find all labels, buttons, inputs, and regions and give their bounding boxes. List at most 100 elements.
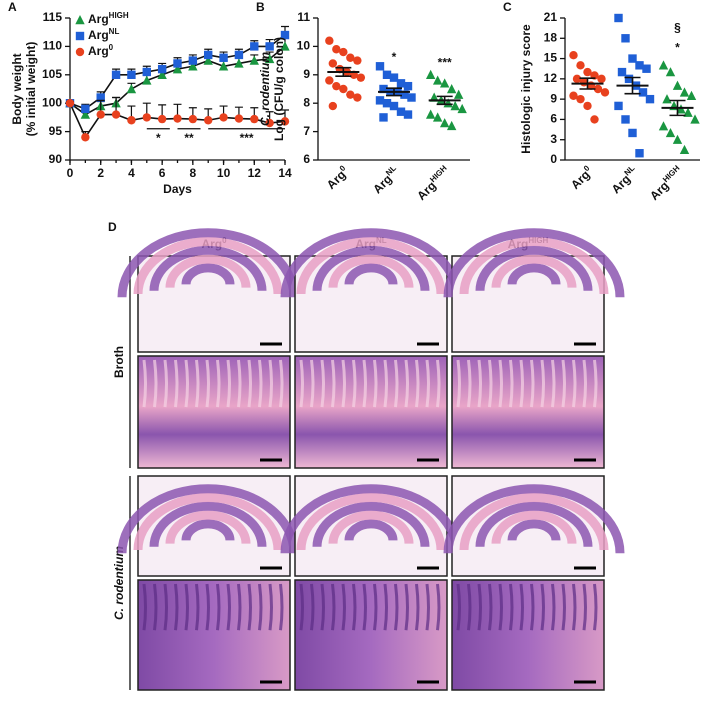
marker: [614, 13, 623, 23]
y-axis-label: Body weight: [10, 53, 24, 124]
marker: [250, 42, 259, 51]
legend-label: ArgHIGH: [88, 11, 129, 27]
marker: [439, 78, 450, 88]
y-tick-label: 15: [544, 51, 558, 65]
significance-label: ***: [438, 56, 452, 70]
legend-label-sup: NL: [109, 27, 120, 36]
x-tick-label: 8: [190, 166, 197, 180]
crypt: [279, 583, 284, 631]
crypt: [226, 583, 231, 631]
crypt: [383, 583, 388, 631]
crypt: [362, 583, 367, 631]
sem-bar: [579, 77, 596, 90]
marker: [379, 113, 388, 122]
legend-label-sup: 0: [109, 43, 114, 52]
tissue-fold: [117, 484, 299, 554]
marker: [375, 96, 385, 105]
x-tick-label: ArgNL: [369, 163, 402, 196]
crypt: [352, 359, 357, 408]
crypt: [530, 583, 535, 631]
crypt: [258, 359, 263, 408]
crypt: [331, 359, 336, 408]
tissue-fold: [117, 228, 299, 298]
tissue-fold: [312, 245, 430, 292]
x-tick-label: 14: [278, 166, 292, 180]
marker: [600, 88, 610, 97]
marker: [457, 103, 467, 114]
crypt: [320, 583, 325, 631]
image-bg: [451, 355, 605, 469]
crypt: [373, 359, 378, 408]
marker: [280, 117, 290, 126]
marker: [339, 84, 348, 94]
crypt: [519, 583, 524, 631]
marker: [204, 50, 213, 60]
marker: [81, 104, 90, 114]
y-tick-label: 90: [49, 152, 63, 166]
histology-image: [280, 475, 462, 577]
crypt: [540, 359, 545, 408]
crypt: [498, 583, 503, 631]
marker: [597, 74, 606, 84]
crypt: [205, 583, 210, 631]
x-tick-label: Arg0: [567, 163, 596, 192]
x-tick-label-sup: HIGH: [428, 163, 449, 184]
tissue-fold: [459, 493, 609, 551]
marker: [219, 113, 228, 122]
marker: [188, 56, 198, 65]
sem-bar: [669, 99, 686, 117]
y-tick-label: 6: [303, 152, 310, 166]
marker: [346, 53, 355, 62]
crypt: [205, 359, 210, 408]
crypt: [456, 359, 461, 408]
panel-letter: A: [8, 0, 17, 14]
row-label: Broth: [112, 346, 126, 378]
crypt: [498, 359, 503, 408]
marker: [204, 116, 213, 125]
marker: [583, 101, 592, 111]
y-tick-label: 21: [544, 10, 558, 24]
crypt: [509, 583, 514, 631]
marker: [665, 127, 676, 138]
crypt: [310, 359, 315, 408]
marker: [96, 93, 105, 102]
marker: [583, 67, 592, 77]
tissue-fold: [459, 237, 609, 295]
panel-letter: D: [108, 220, 117, 234]
tissue-fold: [296, 493, 446, 551]
significance-label: *: [392, 50, 397, 64]
histology-image: [451, 355, 605, 469]
crypt: [415, 583, 420, 631]
marker: [679, 87, 690, 97]
crypt: [415, 359, 420, 408]
marker: [172, 64, 183, 74]
significance-label: ***: [240, 131, 254, 145]
x-tick-label: 2: [97, 166, 104, 180]
tissue-fold: [443, 484, 625, 554]
marker: [672, 134, 683, 144]
legend-marker: [75, 15, 85, 25]
marker: [142, 113, 151, 122]
marker: [356, 73, 366, 82]
marker: [339, 47, 348, 57]
marker: [188, 61, 198, 71]
crypt: [299, 583, 304, 631]
panel-letter: C: [503, 0, 512, 14]
marker: [173, 59, 182, 68]
histology-image: [137, 355, 291, 469]
marker: [265, 42, 274, 51]
marker: [425, 109, 436, 119]
tissue-fold: [491, 254, 577, 288]
x-tick-label: ArgHIGH: [646, 163, 686, 203]
sem-bar: [624, 76, 641, 95]
crypt: [279, 359, 284, 408]
tissue-fold: [280, 228, 462, 298]
marker: [446, 120, 457, 131]
marker: [690, 114, 700, 124]
histology-image: [117, 228, 299, 353]
crypt: [226, 359, 231, 408]
marker: [624, 74, 634, 84]
marker: [250, 114, 259, 124]
y-tick-label: 11: [297, 10, 310, 24]
